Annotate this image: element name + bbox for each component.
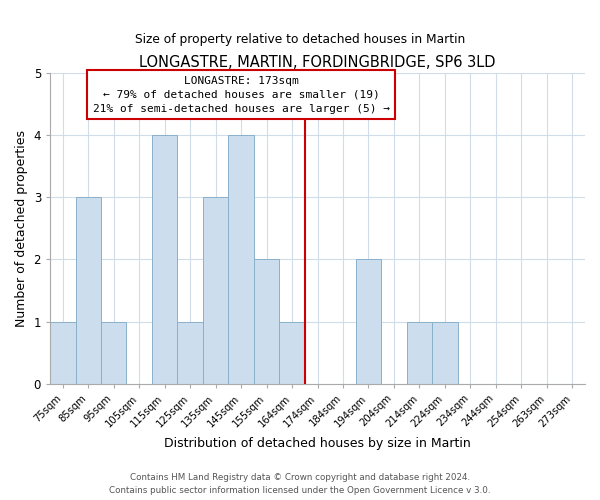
Bar [356, 260, 381, 384]
Bar [407, 322, 432, 384]
Bar [203, 197, 229, 384]
Text: Contains HM Land Registry data © Crown copyright and database right 2024.
Contai: Contains HM Land Registry data © Crown c… [109, 474, 491, 495]
Text: LONGASTRE: 173sqm
← 79% of detached houses are smaller (19)
21% of semi-detached: LONGASTRE: 173sqm ← 79% of detached hous… [92, 76, 389, 114]
Bar [280, 322, 305, 384]
Bar [229, 135, 254, 384]
Bar [76, 197, 101, 384]
Bar [254, 260, 280, 384]
Bar [178, 322, 203, 384]
Bar [50, 322, 76, 384]
Bar [101, 322, 127, 384]
X-axis label: Distribution of detached houses by size in Martin: Distribution of detached houses by size … [164, 437, 471, 450]
Bar [152, 135, 178, 384]
Text: Size of property relative to detached houses in Martin: Size of property relative to detached ho… [135, 32, 465, 46]
Bar [432, 322, 458, 384]
Y-axis label: Number of detached properties: Number of detached properties [15, 130, 28, 327]
Title: LONGASTRE, MARTIN, FORDINGBRIDGE, SP6 3LD: LONGASTRE, MARTIN, FORDINGBRIDGE, SP6 3L… [139, 55, 496, 70]
